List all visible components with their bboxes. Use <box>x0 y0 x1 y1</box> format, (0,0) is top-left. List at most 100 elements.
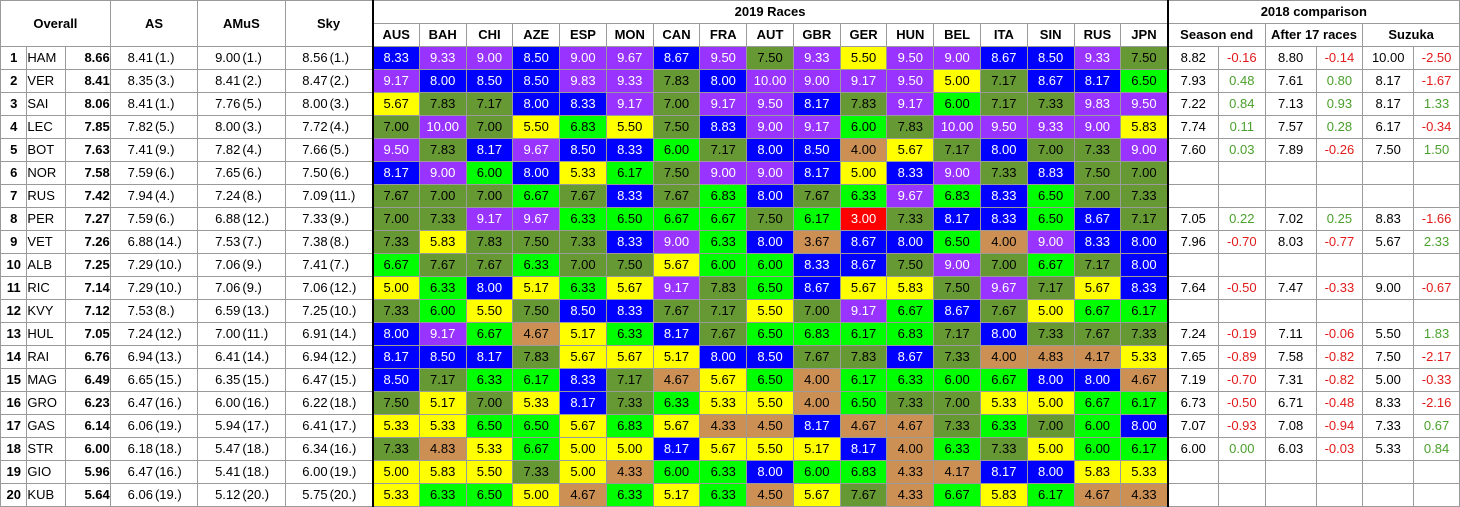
race-rating-esp: 5.00 <box>559 437 607 461</box>
amus-rating-cell: 6.00 (16.) <box>197 391 286 415</box>
race-rating-esp: 5.00 <box>559 460 607 484</box>
race-header-jpn: JPN <box>1120 23 1169 47</box>
overall-rating-cell: 6.76 <box>65 345 111 369</box>
as-position: (13.) <box>154 349 182 364</box>
race-rating-jpn: 8.33 <box>1120 276 1169 300</box>
sky-rating-cell: 6.41 (17.) <box>284 414 374 438</box>
race-rating-bel: 5.00 <box>933 69 981 93</box>
sky-position: (18.) <box>329 395 357 410</box>
as-rating-cell: 7.24 (12.) <box>109 322 199 346</box>
driver-cell: ALB <box>26 253 67 277</box>
comparison-value-cell: 7.50 <box>1362 345 1415 369</box>
comparison-value-cell <box>1167 184 1219 208</box>
driver-cell: HUL <box>26 322 67 346</box>
race-rating-chi: 7.17 <box>465 92 514 116</box>
race-rating-bel: 4.17 <box>933 460 981 484</box>
overall-rating-cell: 7.26 <box>65 230 111 254</box>
race-rating-bel: 9.00 <box>933 161 981 185</box>
race-rating-esp: 5.67 <box>559 414 607 438</box>
race-rating-ita: 5.83 <box>979 483 1028 507</box>
rank-cell: 15 <box>0 368 28 392</box>
race-header-aut: AUT <box>746 23 794 47</box>
race-rating-esp: 8.50 <box>559 299 607 323</box>
amus-position: (8.) <box>242 188 262 203</box>
race-rating-can: 9.00 <box>652 230 701 254</box>
race-rating-ita: 7.17 <box>979 69 1028 93</box>
race-rating-ger: 6.17 <box>839 322 888 346</box>
comparison-diff-cell: 0.11 <box>1217 115 1266 139</box>
amus-rating-cell: 6.35 (15.) <box>197 368 286 392</box>
race-rating-bel: 7.17 <box>933 138 981 162</box>
as-position: (1.) <box>154 96 175 111</box>
comparison-value-cell: 7.19 <box>1167 368 1219 392</box>
race-rating-hun: 6.33 <box>886 368 935 392</box>
comparison-value-cell: 7.22 <box>1167 92 1219 116</box>
as-rating-cell: 6.47 (16.) <box>109 460 199 484</box>
as-value: 6.06 <box>127 418 153 433</box>
sky-rating-cell: 6.91 (14.) <box>284 322 374 346</box>
rank-cell: 16 <box>0 391 28 415</box>
race-rating-fra: 6.33 <box>699 460 748 484</box>
as-rating-cell: 7.59 (6.) <box>109 161 199 185</box>
race-rating-bah: 5.33 <box>418 414 467 438</box>
race-rating-aze: 5.00 <box>512 483 561 507</box>
race-rating-aut: 4.50 <box>746 414 794 438</box>
comparison-diff-cell: -2.50 <box>1413 46 1460 70</box>
comparison-value-cell: 8.33 <box>1362 391 1415 415</box>
race-rating-jpn: 5.83 <box>1120 115 1169 139</box>
sky-rating-cell: 6.34 (16.) <box>284 437 374 461</box>
race-rating-bel: 6.00 <box>933 92 981 116</box>
race-rating-hun: 6.67 <box>886 299 935 323</box>
race-rating-jpn: 9.50 <box>1120 92 1169 116</box>
sky-value: 8.00 <box>302 96 328 111</box>
comparison-diff-cell: -0.93 <box>1217 414 1266 438</box>
race-rating-aut: 7.50 <box>746 46 794 70</box>
race-rating-ger: 6.33 <box>839 184 888 208</box>
overall-rating-cell: 7.25 <box>65 253 111 277</box>
race-rating-esp: 5.33 <box>559 161 607 185</box>
sky-position: (2.) <box>329 73 350 88</box>
sky-value: 7.50 <box>302 165 328 180</box>
comparison-value-cell: 7.57 <box>1264 115 1317 139</box>
as-position: (12.) <box>154 326 182 341</box>
sky-rating-cell: 7.06 (12.) <box>284 276 374 300</box>
race-header-ger: GER <box>839 23 888 47</box>
sky-rating-cell: 6.47 (15.) <box>284 368 374 392</box>
table-row: 12 KVY 7.12 7.53 (8.) 6.59 (13.) 7.25 (10.) 7.33 6… <box>0 299 1460 323</box>
race-rating-bel: 6.83 <box>933 184 981 208</box>
race-rating-gbr: 6.00 <box>792 460 841 484</box>
sky-rating-cell: 6.94 (12.) <box>284 345 374 369</box>
race-rating-bah: 7.17 <box>418 368 467 392</box>
comparison-diff-cell: 0.84 <box>1217 92 1266 116</box>
comparison-diff-cell: -0.26 <box>1315 138 1364 162</box>
comparison-diff-cell: -1.66 <box>1413 207 1460 231</box>
driver-cell: LEC <box>26 115 67 139</box>
race-rating-ger: 5.00 <box>839 161 888 185</box>
amus-rating-cell: 5.94 (17.) <box>197 414 286 438</box>
comparison-value-cell: 8.17 <box>1362 92 1415 116</box>
sky-value: 7.09 <box>302 188 328 203</box>
comparison-value-cell: 8.80 <box>1264 46 1317 70</box>
race-rating-hun: 9.67 <box>886 184 935 208</box>
amus-rating-cell: 5.41 (18.) <box>197 460 286 484</box>
comparison-diff-cell: -0.50 <box>1217 391 1266 415</box>
race-rating-gbr: 8.67 <box>792 276 841 300</box>
race-rating-ita: 8.33 <box>979 184 1028 208</box>
race-rating-aut: 6.50 <box>746 322 794 346</box>
race-rating-sin: 6.50 <box>1026 207 1075 231</box>
as-rating-cell: 6.88 (14.) <box>109 230 199 254</box>
race-rating-esp: 6.33 <box>559 276 607 300</box>
race-rating-chi: 7.00 <box>465 115 514 139</box>
comparison-diff-cell <box>1315 299 1364 323</box>
sky-header: Sky <box>284 0 374 47</box>
overall-rating-cell: 7.05 <box>65 322 111 346</box>
amus-value: 9.00 <box>215 50 241 65</box>
race-rating-chi: 5.33 <box>465 437 514 461</box>
race-rating-bel: 7.17 <box>933 322 981 346</box>
overall-rating-cell: 8.66 <box>65 46 111 70</box>
comparison-value-cell: 8.83 <box>1362 207 1415 231</box>
race-rating-hun: 4.67 <box>886 414 935 438</box>
race-rating-gbr: 3.67 <box>792 230 841 254</box>
comparison-diff-cell: 0.00 <box>1217 437 1266 461</box>
race-rating-ger: 5.67 <box>839 276 888 300</box>
